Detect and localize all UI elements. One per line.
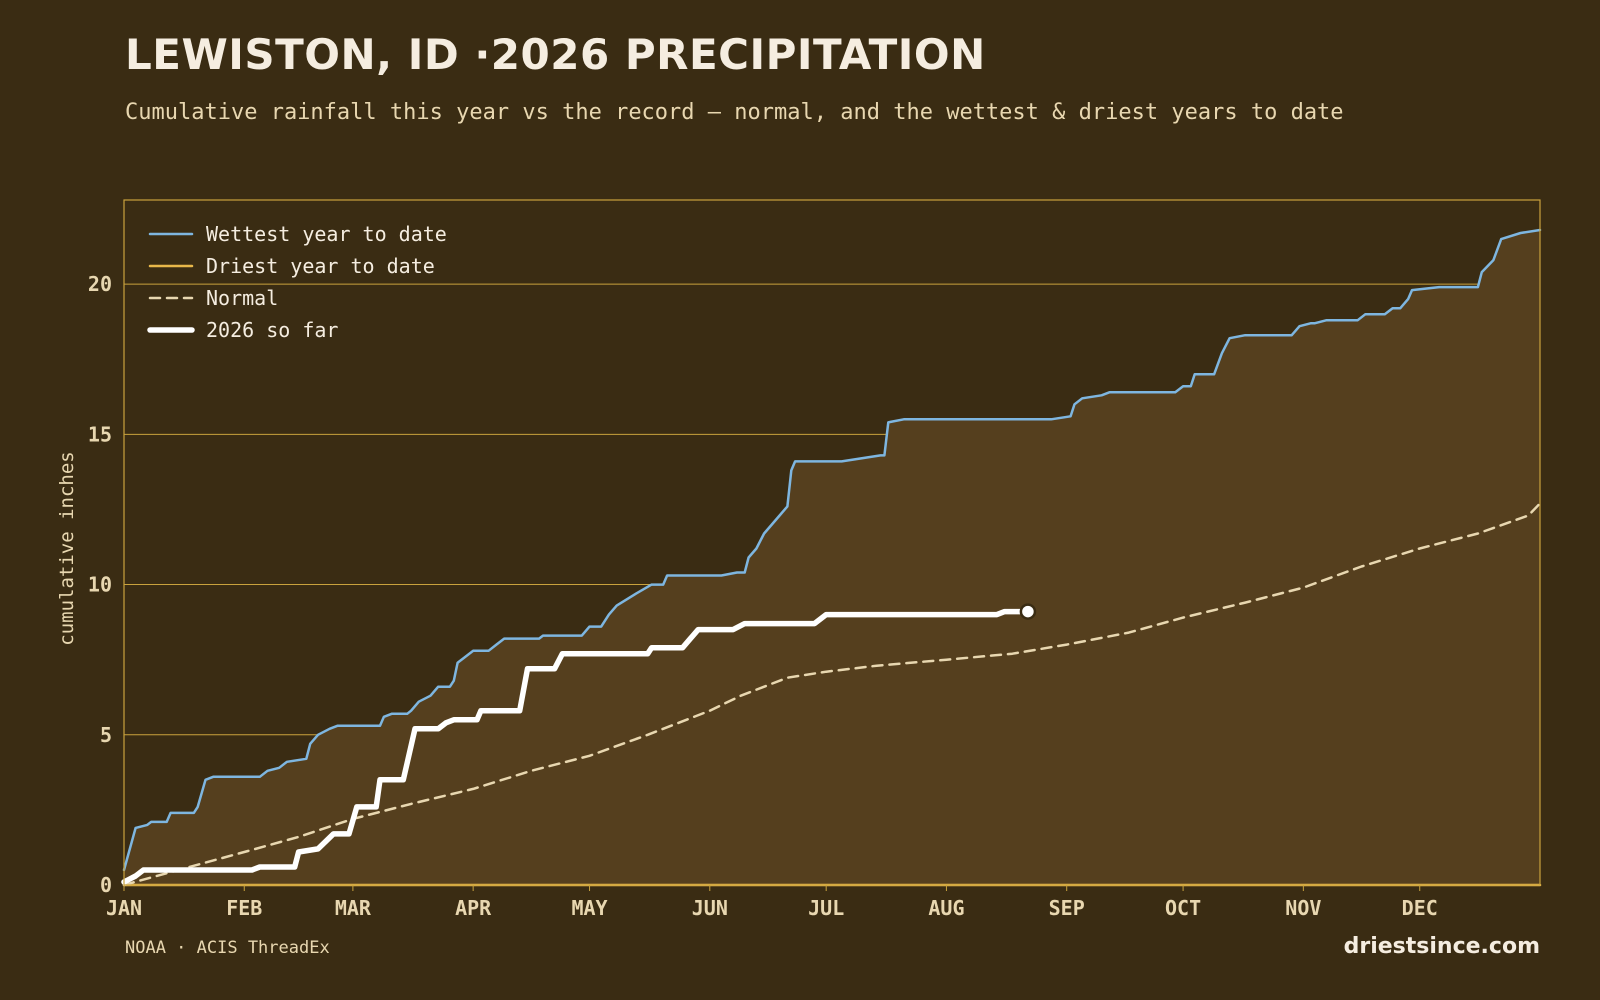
x-tick-label: MAR [335, 896, 372, 920]
legend-normal: Normal [148, 286, 278, 310]
x-tick-label: FEB [226, 896, 262, 920]
y-tick-label: 0 [100, 873, 112, 897]
plot-frame [123, 199, 1541, 886]
legend-label: 2026 so far [206, 318, 338, 342]
legend-label: Driest year to date [206, 254, 435, 278]
y-tick-label: 15 [88, 422, 112, 446]
x-tick-label: NOV [1285, 896, 1321, 920]
data-source: NOAA · ACIS ThreadEx [125, 938, 330, 958]
legend-driest: Driest year to date [148, 254, 435, 278]
legend-label: Normal [206, 286, 278, 310]
y-tick-label: 5 [100, 723, 112, 747]
x-axis-ticks: JAN FEB MAR APR MAY JUN JUL AUG SEP OCT NOV DEC [106, 885, 1438, 920]
x-tick-label: AUG [928, 896, 964, 920]
y-axis-label: cumulative inches [56, 451, 78, 645]
legend-wettest: Wettest year to date [148, 222, 447, 246]
chart-title: LEWISTON, ID ·2026 PRECIPITATION [125, 30, 986, 79]
wettest-year-line [122, 228, 1542, 872]
x-tick-label: JUL [808, 896, 844, 920]
x-tick-label: JAN [106, 896, 142, 920]
x-tick-label: DEC [1402, 896, 1438, 920]
legend-label: Wettest year to date [206, 222, 447, 246]
current-year-line [121, 608, 1031, 885]
x-tick-label: MAY [571, 896, 607, 920]
current-value-marker [1019, 603, 1037, 620]
legend: Wettest year to date Driest year to date N… [147, 222, 447, 342]
legend-current: 2026 so far [147, 318, 338, 342]
chart-subtitle: Cumulative rainfall this year vs the rec… [125, 100, 1344, 125]
x-tick-label: JUN [692, 896, 728, 920]
y-axis-ticks: 0 5 10 15 20 [88, 272, 112, 897]
x-tick-label: APR [455, 896, 492, 920]
y-tick-label: 10 [88, 573, 112, 597]
x-tick-label: OCT [1165, 896, 1201, 920]
y-tick-label: 20 [88, 272, 112, 296]
normal-line [122, 502, 1542, 887]
brand-link[interactable]: driestsince.com [1343, 934, 1540, 959]
x-tick-label: SEP [1049, 896, 1085, 920]
